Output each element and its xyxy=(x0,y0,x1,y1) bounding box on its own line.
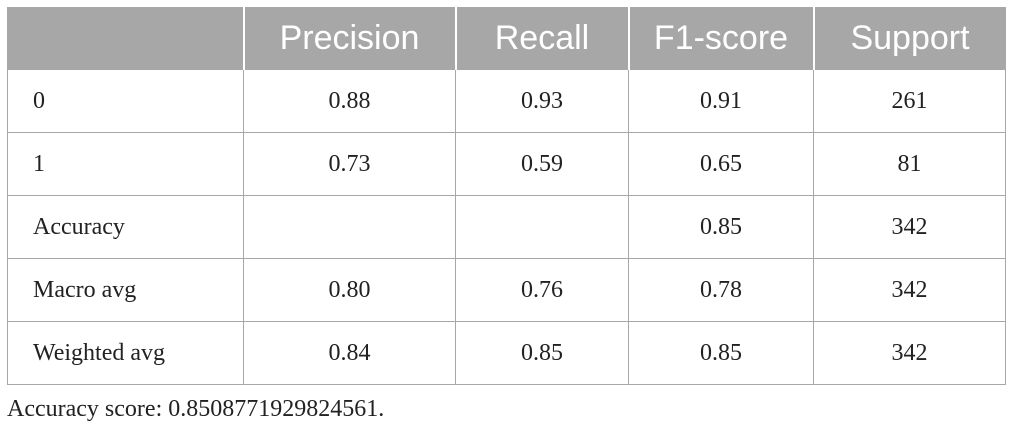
cell: 0.85 xyxy=(628,321,814,385)
cell: 0.78 xyxy=(628,258,814,322)
cell: 0.80 xyxy=(243,258,456,322)
cell: 0.73 xyxy=(243,132,456,196)
table-row: 0 0.88 0.93 0.91 261 xyxy=(7,69,1006,133)
row-label: 0 xyxy=(7,69,244,133)
cell: 342 xyxy=(813,321,1006,385)
row-label: Accuracy xyxy=(7,195,244,259)
cell: 342 xyxy=(813,195,1006,259)
cell: 261 xyxy=(813,69,1006,133)
cell: 0.65 xyxy=(628,132,814,196)
cell: 0.76 xyxy=(455,258,629,322)
column-header: Recall xyxy=(454,7,629,70)
cell: 0.88 xyxy=(243,69,456,133)
row-label: Macro avg xyxy=(7,258,244,322)
metrics-table: Precision Recall F1-score Support 0 0.88 0.93… xyxy=(7,7,1006,385)
table-row: Accuracy 0.85 342 xyxy=(7,195,1006,259)
header-corner xyxy=(7,7,244,70)
cell: 0.85 xyxy=(455,321,629,385)
table-body: 0 0.88 0.93 0.91 261 1 0.73 0.59 0.65 81 Accuracy 0… xyxy=(7,69,1006,385)
column-header: F1-score xyxy=(627,7,814,70)
column-header: Support xyxy=(812,7,1006,70)
row-label: 1 xyxy=(7,132,244,196)
cell xyxy=(455,195,629,259)
cell: 0.85 xyxy=(628,195,814,259)
cell: 0.84 xyxy=(243,321,456,385)
cell: 342 xyxy=(813,258,1006,322)
cell: 0.93 xyxy=(455,69,629,133)
cell xyxy=(243,195,456,259)
footnote: Accuracy score: 0.8508771929824561. xyxy=(7,396,385,422)
table-row: Macro avg 0.80 0.76 0.78 342 xyxy=(7,258,1006,322)
cell: 81 xyxy=(813,132,1006,196)
table-row: Weighted avg 0.84 0.85 0.85 342 xyxy=(7,321,1006,385)
table-row: 1 0.73 0.59 0.65 81 xyxy=(7,132,1006,196)
header-row: Precision Recall F1-score Support xyxy=(7,7,1006,70)
column-header: Precision xyxy=(242,7,456,70)
row-label: Weighted avg xyxy=(7,321,244,385)
cell: 0.91 xyxy=(628,69,814,133)
cell: 0.59 xyxy=(455,132,629,196)
